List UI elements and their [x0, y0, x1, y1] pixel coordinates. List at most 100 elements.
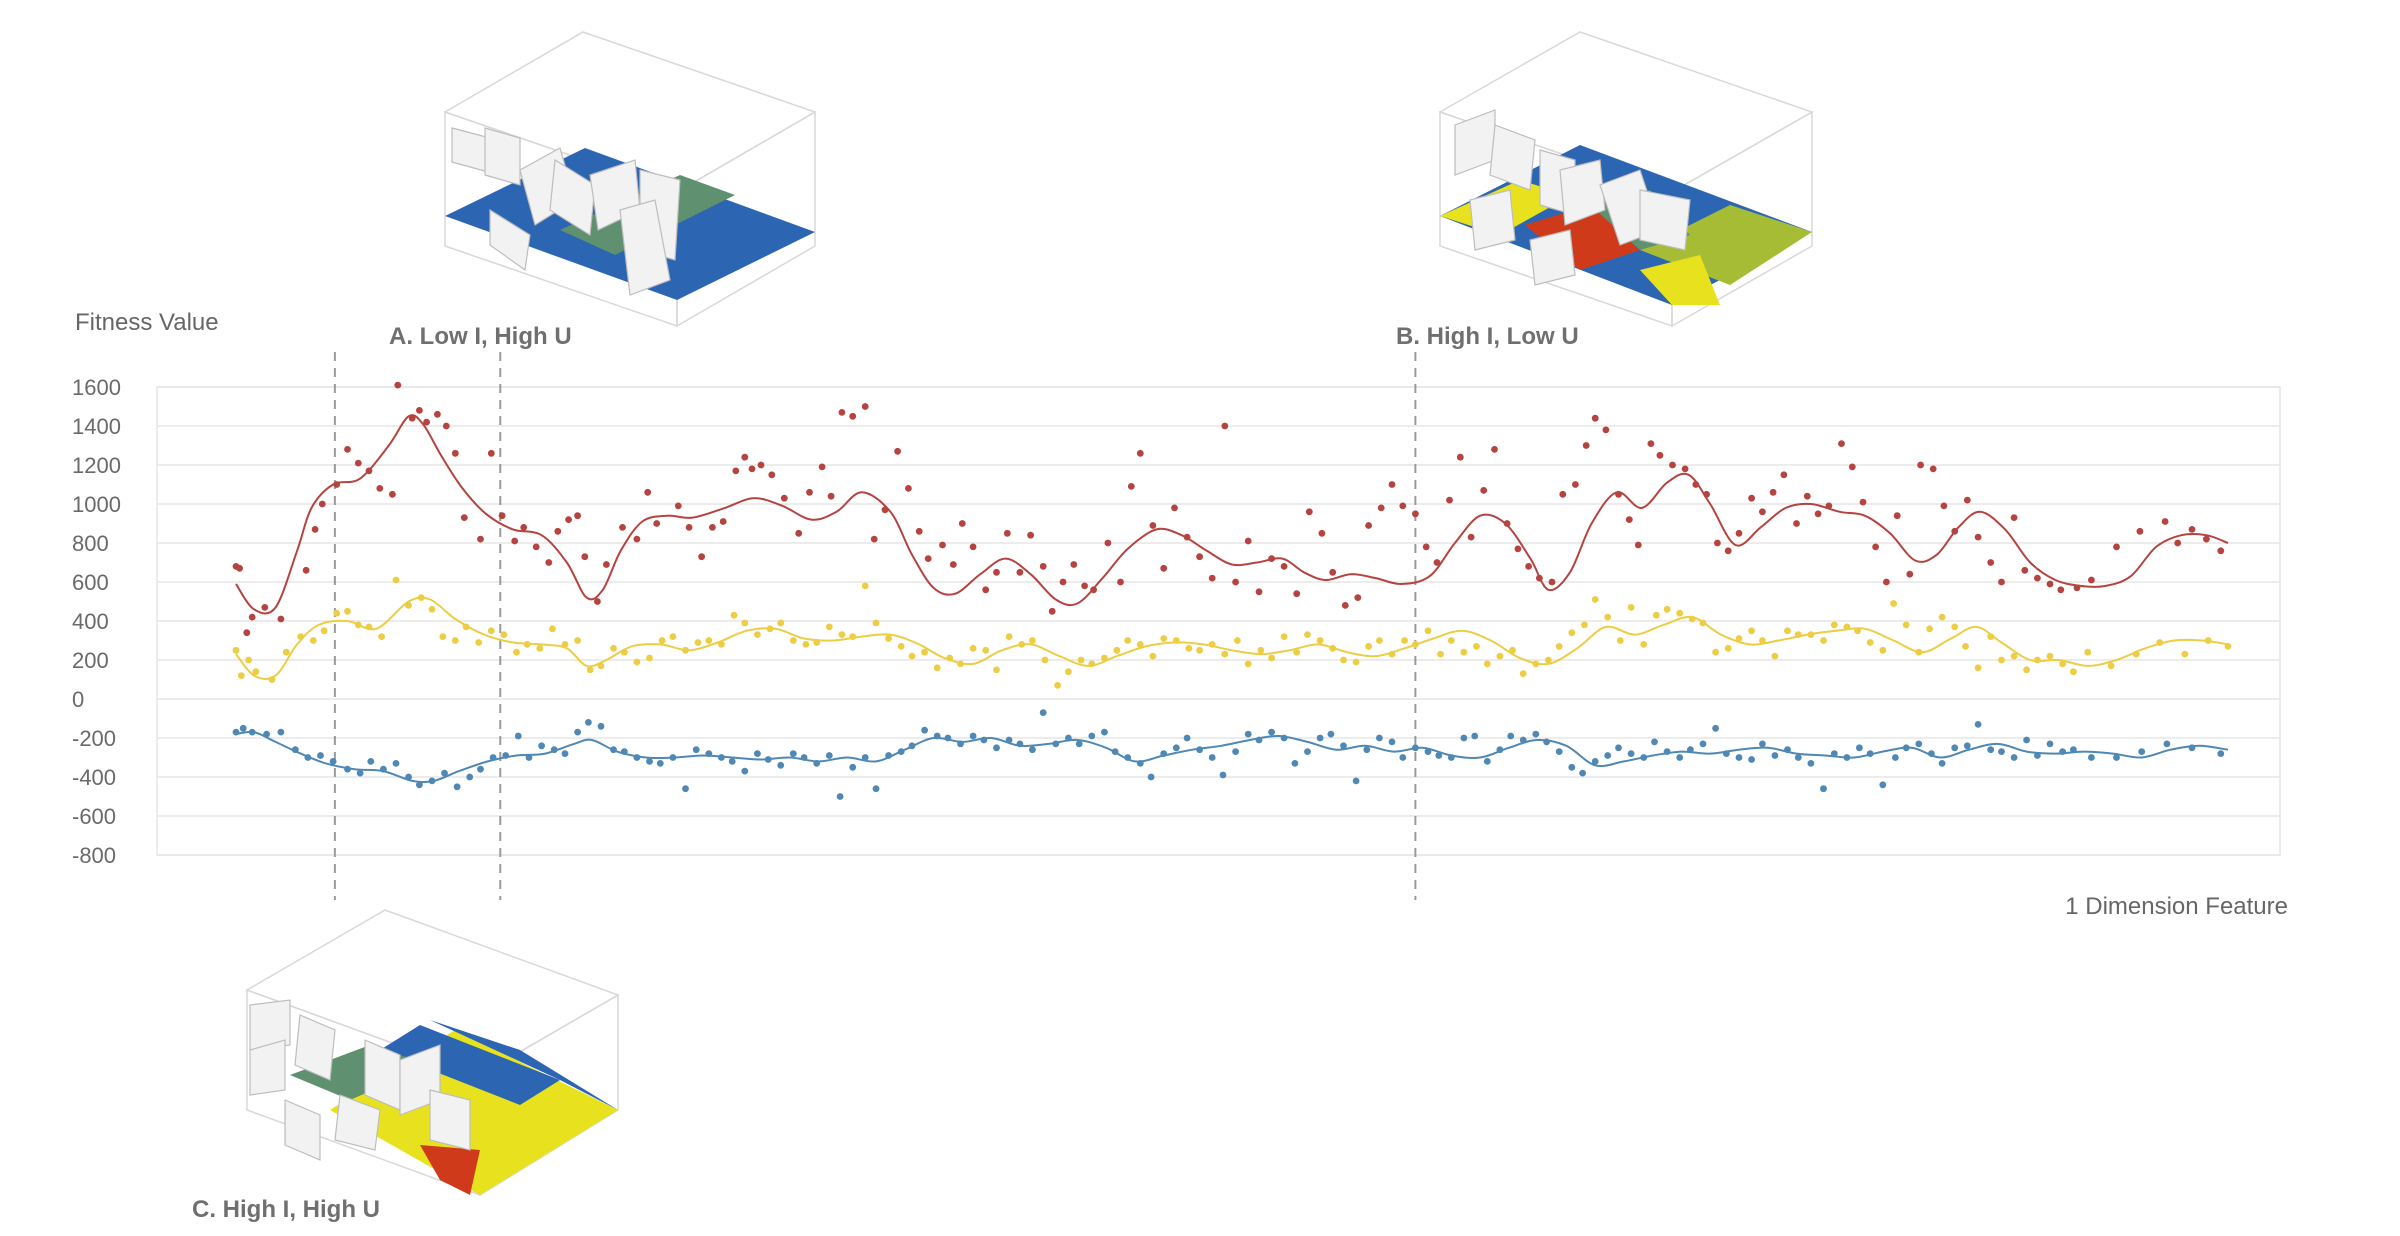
series-red-point — [477, 535, 484, 543]
series-blue-point — [1291, 760, 1299, 767]
series-blue-point — [2163, 740, 2171, 748]
series-yellow-point — [1688, 615, 1696, 623]
series-yellow-point — [1221, 650, 1229, 658]
series-blue-point — [2034, 752, 2041, 759]
series-blue-point — [1938, 760, 1946, 767]
series-yellow-point — [320, 627, 328, 635]
series-blue-point — [1196, 746, 1203, 754]
series-blue-point — [1555, 748, 1563, 755]
series-red-point — [1656, 451, 1664, 459]
series-blue-point — [669, 754, 677, 761]
series-blue-point — [1687, 746, 1694, 754]
series-yellow-point — [561, 641, 569, 648]
series-blue-point — [1519, 736, 1527, 744]
series-yellow-point — [908, 652, 916, 660]
series-blue-point — [2113, 754, 2120, 761]
series-blue-point — [1640, 754, 1648, 761]
series-blue-point — [1712, 724, 1719, 732]
series-blue-point — [1268, 728, 1275, 736]
series-blue-point — [908, 742, 916, 750]
series-red-point — [924, 555, 932, 562]
series-red-point — [1669, 461, 1676, 469]
series-yellow-point — [1352, 658, 1360, 666]
series-red-point — [243, 629, 251, 637]
series-blue-point — [1412, 744, 1419, 752]
series-red-point — [949, 561, 957, 568]
series-blue-point — [1065, 734, 1072, 742]
series-red-point — [1872, 543, 1879, 551]
series-yellow-point — [1424, 627, 1432, 635]
series-blue-point — [489, 754, 497, 761]
series-red-point — [1906, 570, 1914, 578]
series-red-point — [1244, 537, 1252, 545]
series-blue-point — [1376, 734, 1383, 742]
series-red-point — [1268, 555, 1275, 562]
series-red-point — [795, 529, 803, 537]
series-yellow-point — [1784, 627, 1791, 635]
series-blue-point — [1748, 756, 1755, 763]
series-blue-point — [1316, 734, 1324, 742]
series-blue — [232, 709, 2229, 800]
series-blue-point — [380, 765, 387, 773]
series-yellow-point — [2084, 648, 2092, 656]
series-red-point — [1748, 494, 1755, 502]
series-red-point — [1681, 465, 1689, 473]
series-red-point — [1433, 559, 1441, 566]
series-yellow-point — [586, 666, 594, 674]
series-yellow-point — [825, 623, 833, 631]
series-blue-point — [1974, 721, 1982, 728]
series-red-point — [1615, 490, 1622, 498]
series-yellow-trend-line — [235, 596, 2229, 680]
series-red-point — [2203, 535, 2210, 543]
series-yellow-point — [1208, 641, 1216, 648]
series-red-point — [2010, 514, 2018, 521]
series-blue-point — [561, 750, 569, 757]
series-red-point — [1318, 529, 1326, 537]
series-yellow-point — [1257, 646, 1265, 654]
series-red-point — [915, 527, 923, 535]
series-blue-point — [2088, 754, 2095, 761]
series-red-point — [1446, 496, 1453, 504]
series-yellow-point — [1088, 660, 1096, 668]
series-red-trend-line — [235, 414, 2229, 615]
series-red-point — [1136, 449, 1144, 457]
series-blue-point — [1280, 734, 1288, 742]
series-yellow-point — [633, 658, 641, 666]
y-tick-label: 1600 — [72, 375, 121, 400]
series-yellow-point — [1365, 643, 1372, 650]
series-yellow-point — [378, 633, 385, 640]
series-blue-point — [1591, 758, 1599, 765]
series-yellow-point — [1234, 637, 1241, 644]
series-red-point — [1090, 586, 1097, 594]
series-blue-point — [538, 742, 545, 750]
series-blue-point — [1663, 748, 1671, 755]
series-red-point — [408, 414, 416, 422]
series-red-point — [1838, 440, 1845, 447]
illustration-b-box — [1438, 31, 1814, 328]
series-red-point — [969, 543, 977, 551]
series-red-point — [806, 488, 813, 496]
series-yellow-point — [1316, 637, 1324, 644]
series-red-point — [1602, 426, 1610, 434]
series-red-point — [416, 407, 423, 414]
series-blue-point — [1951, 744, 1959, 752]
series-yellow-point — [718, 641, 725, 648]
series-yellow-point — [1532, 660, 1540, 668]
series-blue-point — [957, 740, 964, 748]
series-yellow-point — [789, 637, 797, 644]
series-blue-point — [1604, 752, 1612, 759]
series-yellow-point — [1519, 670, 1527, 677]
series-yellow-point — [2046, 652, 2054, 660]
series-yellow-point — [1591, 596, 1599, 603]
y-tick-label: 800 — [72, 531, 109, 556]
series-red-point — [311, 526, 319, 533]
series-blue-point — [1399, 754, 1407, 761]
series-yellow-point — [417, 594, 425, 601]
series-red-point — [2034, 574, 2041, 582]
series-blue-point — [263, 730, 270, 738]
series-red-point — [2136, 527, 2144, 535]
series-red-point — [261, 604, 269, 611]
series-yellow-point — [333, 609, 341, 617]
series-red-point — [827, 492, 835, 500]
series-red-point — [2161, 518, 2169, 525]
